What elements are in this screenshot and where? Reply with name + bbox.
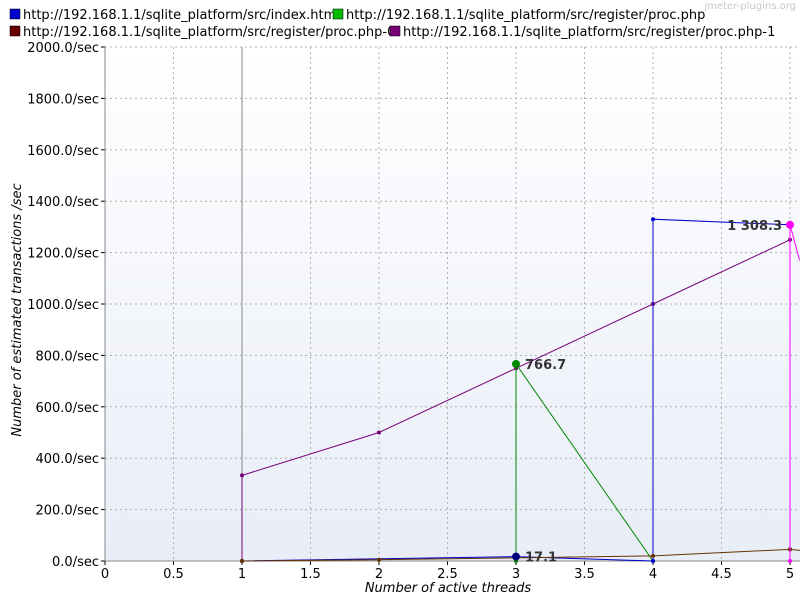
y-tick-label: 400.0/sec — [35, 452, 99, 467]
legend-label: http://192.168.1.1/sqlite_platform/src/r… — [23, 25, 395, 40]
y-axis-title: Number of estimated transactions /sec — [10, 183, 25, 436]
annotation-label: 1 308.3 — [727, 219, 782, 234]
y-tick-label: 0.0/sec — [52, 555, 99, 570]
y-tick-label: 2000.0/sec — [27, 41, 99, 56]
y-tick-label: 800.0/sec — [35, 349, 99, 364]
x-tick-label: 3 — [512, 567, 520, 582]
x-tick-label: 4 — [649, 567, 657, 582]
x-tick-label: 5 — [786, 567, 794, 582]
y-tick-label: 600.0/sec — [35, 401, 99, 416]
legend: http://192.168.1.1/sqlite_platform/src/i… — [9, 8, 775, 40]
series-magenta-point — [788, 559, 792, 563]
y-tick-label: 200.0/sec — [35, 504, 99, 519]
annotation-marker — [512, 552, 520, 561]
y-tick-label: 1000.0/sec — [27, 298, 99, 313]
y-tick-label: 1200.0/sec — [27, 247, 99, 262]
x-axis-title: Number of active threads — [365, 581, 532, 596]
legend-swatch — [9, 8, 21, 20]
x-tick-label: 1.5 — [300, 567, 321, 582]
series-proc-php-0-line — [241, 548, 800, 562]
x-tick-label: 2.5 — [437, 567, 458, 582]
axes: 0.0/sec 200.0/sec 400.0/sec 600.0/sec 800.0/… — [27, 41, 800, 582]
x-tick-label: 0 — [101, 567, 109, 582]
legend-swatch — [389, 25, 401, 37]
watermark: jmeter-plugins.org — [703, 1, 796, 12]
series-proc-php-0-point — [651, 553, 655, 558]
x-tick-label: 4.5 — [711, 567, 732, 582]
legend-swatch — [9, 25, 21, 37]
annotation-label: 766.7 — [525, 358, 566, 373]
annotation-label: 17.1 — [525, 551, 557, 566]
series-proc-php-0-point — [240, 559, 244, 563]
y-tick-label: 1600.0/sec — [27, 144, 99, 159]
x-tick-label: 3.5 — [574, 567, 595, 582]
legend-label: http://192.168.1.1/sqlite_platform/src/r… — [346, 8, 705, 23]
x-tick-label: 2 — [375, 567, 383, 582]
series-proc-php-1-point — [240, 473, 244, 478]
series-proc-php-0-point — [377, 557, 381, 562]
x-tick-label: 0.5 — [163, 567, 184, 582]
legend-label: http://192.168.1.1/sqlite_platform/src/i… — [23, 8, 340, 23]
y-tick-label: 1800.0/sec — [27, 92, 99, 107]
annotations: 766.7 17.1 1 308.3 — [512, 219, 794, 566]
annotation-marker — [512, 359, 520, 368]
series-proc-php-1-point — [377, 430, 381, 435]
series-index-html-point — [651, 217, 655, 222]
x-tick-label: 1 — [238, 567, 246, 582]
annotation-marker — [786, 220, 794, 229]
y-tick-label: 1400.0/sec — [27, 195, 99, 210]
series-index-html-point — [651, 559, 655, 563]
legend-label: http://192.168.1.1/sqlite_platform/src/r… — [403, 25, 775, 40]
legend-swatch — [332, 8, 344, 20]
